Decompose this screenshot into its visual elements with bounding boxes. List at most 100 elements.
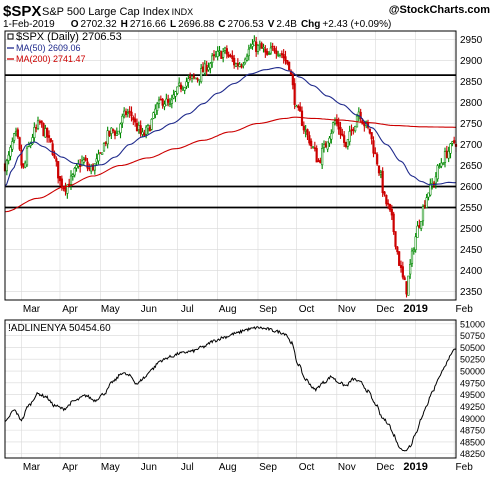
candle-body [339,126,342,136]
candle-body [128,110,131,113]
quote-low: 2696.88 [178,19,215,30]
candle-body [97,153,100,162]
breadth-x-tick-label: Jun [141,462,157,473]
candle-body [405,281,408,295]
candle-body [352,128,355,131]
candle-body [20,149,23,166]
breadth-frame [4,319,457,459]
breadth-x-tick-label: Oct [299,462,315,473]
quote-change-label: Chg [301,19,320,30]
candle-body [73,167,76,176]
candle-body [423,204,426,207]
candle-body [240,65,243,68]
candle-body [86,161,89,169]
breadth-y-tick-label: 49000 [460,414,485,424]
price-y-tick-label: 2850 [460,77,483,88]
candle-body [187,78,190,83]
candle-body [401,266,404,278]
candle-body [440,162,443,167]
candle-body [438,166,441,168]
candle-body [311,146,315,149]
candle-body [409,263,412,275]
quote-high: 2716.66 [130,19,167,30]
candle-body [288,61,291,71]
candle-body [344,141,348,147]
candle-body [60,178,63,188]
candle-body [152,112,155,119]
price-x-tick-label: Sep [259,304,277,315]
candle-body [223,47,227,51]
candle-body [445,150,448,158]
candle-body [286,59,289,64]
candle-body [31,137,34,144]
candle-body [181,88,184,90]
breadth-x-tick-label: Dec [376,462,394,473]
candle-body [9,147,12,157]
candle-body [236,62,239,67]
candle-body [390,208,393,216]
candle-body [51,143,54,155]
candle-body [398,251,401,266]
candle-body [123,110,126,116]
price-y-tick-label: 2500 [460,224,483,235]
candle-body [399,265,403,268]
price-y-tick-label: 2700 [460,140,483,151]
candle-body [40,120,43,124]
candle-body [176,86,179,94]
price-x-tick-label: Jul [181,304,194,315]
candle-body [269,47,272,54]
candle-body [388,203,392,211]
candle-body [377,165,381,174]
candle-body [212,54,216,56]
candle-body [189,76,192,79]
candle-body [244,58,247,64]
breadth-y-tick-label: 48750 [460,426,485,436]
candle-body [427,192,430,198]
price-y-tick-label: 2600 [460,182,483,193]
candle-body [119,123,122,134]
candle-body [47,135,51,138]
candle-body [412,249,415,252]
candle-body [88,167,91,170]
candle-body [132,117,135,121]
legend-marker [7,33,14,40]
candle-body [231,55,234,60]
candle-body [443,151,447,163]
candle-body [414,236,417,250]
candle-body [192,76,195,78]
candle-body [368,128,371,134]
candle-body [194,77,197,80]
quote-date: 1-Feb-2019 [3,19,55,30]
candle-body [22,163,25,168]
candle-body [5,160,8,172]
candle-body [260,43,263,49]
breadth-x-tick-label: Nov [338,462,356,473]
candle-body [55,158,58,162]
candle-body [258,45,261,47]
legend-label: MA(50) 2609.06 [16,43,81,53]
candle-body [95,158,98,163]
price-x-tick-label: Mar [23,304,41,315]
price-y-tick-label: 2400 [460,266,483,277]
candle-body [280,53,283,56]
quote-line: 1-Feb-2019 O 2702.32 H 2716.66 L 2696.88 C 2706.… [3,19,391,30]
breadth-x-tick-label: Apr [62,462,78,473]
candle-body [66,184,69,194]
price-x-tick-label: Nov [338,304,356,315]
candle-body [157,99,161,105]
price-x-tick-label: 2019 [403,303,427,315]
candle-body [102,143,106,152]
candle-body [381,170,384,193]
candle-body [38,121,41,123]
candle-body [163,103,166,107]
candle-body [16,129,19,138]
symbol-title: $SPX [3,3,41,20]
candle-body [218,50,221,52]
candle-body [156,103,159,111]
candle-body [363,123,366,127]
candle-body [387,203,390,205]
candle-body [354,125,357,132]
candle-body [201,66,205,73]
